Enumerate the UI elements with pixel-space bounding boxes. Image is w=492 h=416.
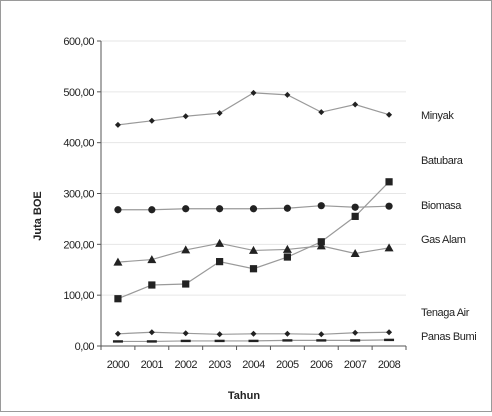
data-point-biomasa bbox=[114, 206, 121, 213]
legend-label-biomasa: Biomasa bbox=[421, 200, 462, 212]
y-tick-label: 400,00 bbox=[63, 138, 94, 150]
x-tick-label: 2005 bbox=[276, 359, 299, 371]
data-point-batubara bbox=[216, 258, 223, 265]
data-point-panas-bumi bbox=[113, 340, 123, 342]
data-point-panas-bumi bbox=[249, 340, 259, 342]
series-biomasa bbox=[114, 202, 392, 213]
y-axis-ticks: 0,00 100,00 200,00 300,00 400,00 500,00 600,00 bbox=[63, 36, 94, 353]
axes bbox=[97, 41, 406, 350]
series-gas-alam bbox=[113, 239, 393, 266]
data-point-tenaga-air bbox=[183, 330, 189, 336]
x-tick-label: 2006 bbox=[310, 359, 333, 371]
data-point-biomasa bbox=[284, 205, 291, 212]
data-point-biomasa bbox=[182, 205, 189, 212]
y-axis-title: Juta BOE bbox=[32, 191, 44, 241]
series-tenaga-air bbox=[115, 329, 392, 337]
y-tick-label: 200,00 bbox=[63, 239, 94, 251]
data-point-tenaga-air bbox=[115, 331, 121, 337]
data-point-panas-bumi bbox=[384, 339, 394, 341]
data-point-batubara bbox=[114, 295, 121, 302]
data-point-minyak bbox=[251, 90, 257, 96]
data-point-tenaga-air bbox=[352, 330, 358, 336]
data-point-minyak bbox=[318, 109, 324, 115]
data-point-biomasa bbox=[250, 205, 257, 212]
data-point-batubara bbox=[182, 280, 189, 287]
x-tick-label: 2000 bbox=[107, 359, 130, 371]
data-point-batubara bbox=[284, 253, 291, 260]
x-tick-label: 2002 bbox=[174, 359, 197, 371]
data-point-minyak bbox=[149, 118, 155, 124]
x-tick-label: 2008 bbox=[378, 359, 401, 371]
data-point-batubara bbox=[352, 213, 359, 220]
data-point-panas-bumi bbox=[215, 340, 225, 342]
legend-label-batubara: Batubara bbox=[421, 155, 464, 167]
data-point-tenaga-air bbox=[386, 329, 392, 335]
y-tick-label: 300,00 bbox=[63, 189, 94, 201]
data-point-batubara bbox=[250, 265, 257, 272]
data-point-panas-bumi bbox=[350, 339, 360, 341]
y-tick-label: 0,00 bbox=[75, 341, 95, 353]
data-point-minyak bbox=[352, 102, 358, 108]
gridlines bbox=[101, 41, 406, 295]
legend-label-tenaga-air: Tenaga Air bbox=[421, 307, 470, 319]
legend-label-panas-bumi: Panas Bumi bbox=[421, 331, 476, 343]
data-point-panas-bumi bbox=[316, 339, 326, 341]
x-axis-title: Tahun bbox=[228, 390, 260, 402]
data-point-minyak bbox=[217, 110, 223, 116]
data-point-biomasa bbox=[216, 205, 223, 212]
series-line-minyak bbox=[118, 93, 389, 125]
data-point-minyak bbox=[386, 112, 392, 118]
data-point-tenaga-air bbox=[318, 331, 324, 337]
legend-label-minyak: Minyak bbox=[421, 110, 454, 122]
data-point-batubara bbox=[148, 281, 155, 288]
x-tick-label: 2007 bbox=[344, 359, 367, 371]
data-point-biomasa bbox=[385, 203, 392, 210]
data-point-tenaga-air bbox=[217, 331, 223, 337]
data-point-biomasa bbox=[352, 204, 359, 211]
x-tick-label: 2004 bbox=[242, 359, 265, 371]
data-point-batubara bbox=[385, 178, 392, 185]
x-axis-ticks: 2000 2001 2002 2003 2004 2005 2006 2007 2008 bbox=[107, 359, 401, 371]
series-panas-bumi bbox=[113, 339, 394, 343]
data-point-panas-bumi bbox=[147, 340, 157, 342]
y-tick-label: 600,00 bbox=[63, 36, 94, 48]
series-minyak bbox=[115, 90, 392, 128]
x-tick-label: 2003 bbox=[208, 359, 231, 371]
x-tick-label: 2001 bbox=[141, 359, 164, 371]
y-tick-label: 100,00 bbox=[63, 290, 94, 302]
data-point-panas-bumi bbox=[181, 340, 191, 342]
series-group bbox=[113, 90, 394, 343]
series-batubara bbox=[114, 178, 392, 302]
data-point-panas-bumi bbox=[282, 339, 292, 341]
data-point-minyak bbox=[183, 113, 189, 119]
data-point-biomasa bbox=[148, 206, 155, 213]
data-point-minyak bbox=[115, 122, 121, 128]
data-point-gas-alam bbox=[215, 239, 224, 247]
data-point-tenaga-air bbox=[251, 331, 257, 337]
data-point-tenaga-air bbox=[284, 331, 290, 337]
data-point-tenaga-air bbox=[149, 329, 155, 335]
legend-label-gas-alam: Gas Alam bbox=[421, 234, 466, 246]
y-tick-label: 500,00 bbox=[63, 87, 94, 99]
data-point-biomasa bbox=[318, 202, 325, 209]
legend: Minyak Batubara Biomasa Gas Alam Tenaga Air P… bbox=[421, 110, 476, 343]
series-line-batubara bbox=[118, 182, 389, 299]
data-point-minyak bbox=[284, 92, 290, 98]
